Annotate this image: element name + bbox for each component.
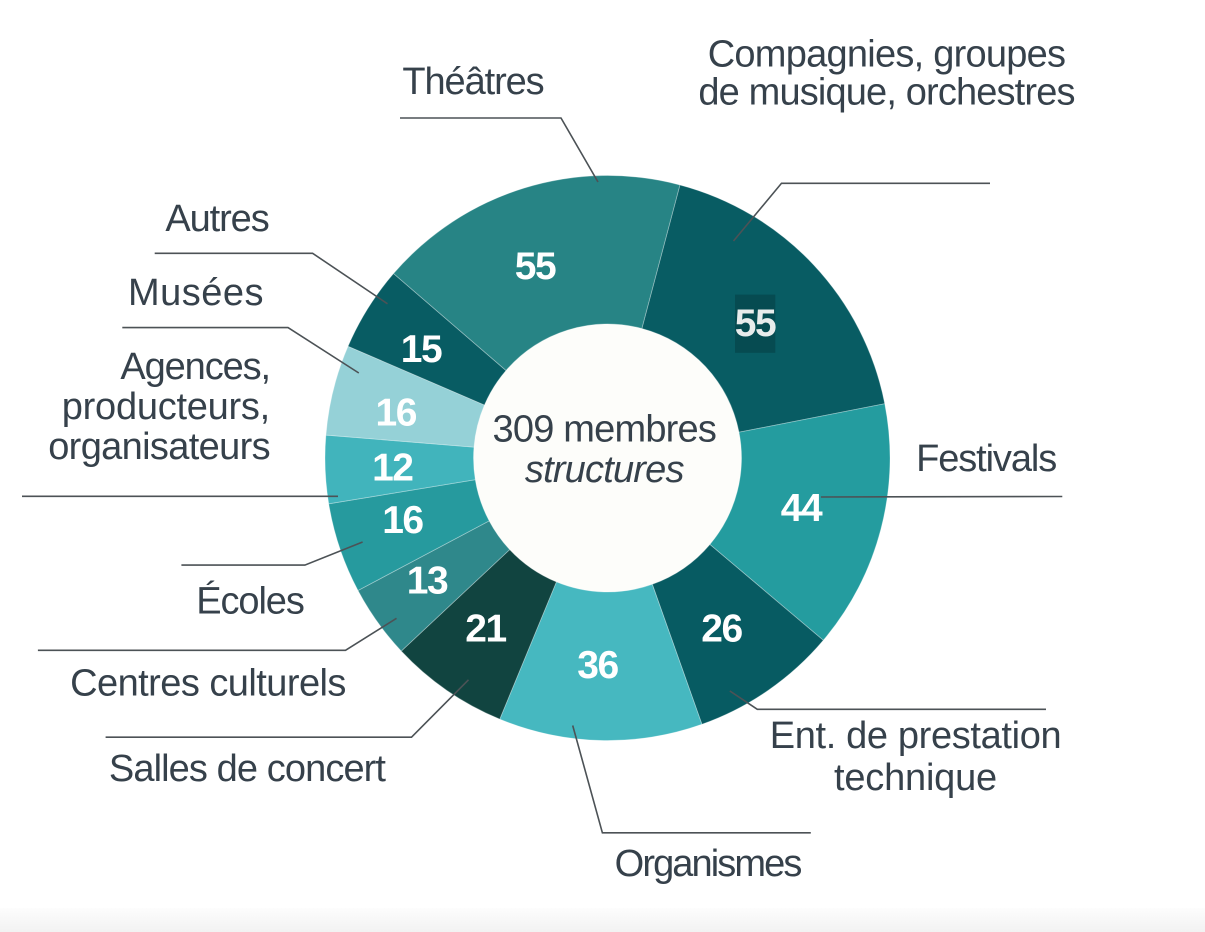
svg-text:de musique, orchestres: de musique, orchestres (698, 72, 1074, 114)
svg-text:technique: technique (834, 757, 997, 799)
svg-text:16: 16 (382, 499, 423, 542)
svg-text:21: 21 (465, 608, 506, 651)
svg-text:26: 26 (701, 608, 742, 651)
svg-text:44: 44 (781, 487, 823, 530)
svg-text:16: 16 (376, 391, 417, 434)
svg-text:309 membres: 309 membres (493, 409, 717, 451)
svg-text:structures: structures (525, 449, 685, 491)
svg-text:Compagnies, groupes: Compagnies, groupes (708, 34, 1066, 76)
svg-text:producteurs,: producteurs, (62, 386, 270, 428)
svg-text:Écoles: Écoles (196, 580, 304, 623)
svg-text:12: 12 (372, 447, 413, 490)
svg-text:Centres culturels: Centres culturels (70, 662, 346, 704)
svg-text:Organismes: Organismes (615, 843, 802, 885)
svg-text:Festivals: Festivals (916, 438, 1056, 480)
svg-text:55: 55 (735, 302, 776, 345)
svg-text:Musées: Musées (128, 272, 264, 314)
svg-text:Autres: Autres (165, 198, 268, 240)
svg-text:15: 15 (401, 328, 442, 371)
svg-text:Agences,: Agences, (120, 346, 270, 388)
svg-text:13: 13 (407, 560, 448, 603)
svg-text:Théâtres: Théâtres (402, 61, 543, 103)
svg-text:55: 55 (515, 245, 556, 288)
svg-text:organisateurs: organisateurs (48, 426, 270, 468)
svg-text:Salles de concert: Salles de concert (109, 748, 387, 790)
svg-text:36: 36 (577, 644, 618, 687)
svg-text:Ent. de prestation: Ent. de prestation (770, 715, 1062, 757)
